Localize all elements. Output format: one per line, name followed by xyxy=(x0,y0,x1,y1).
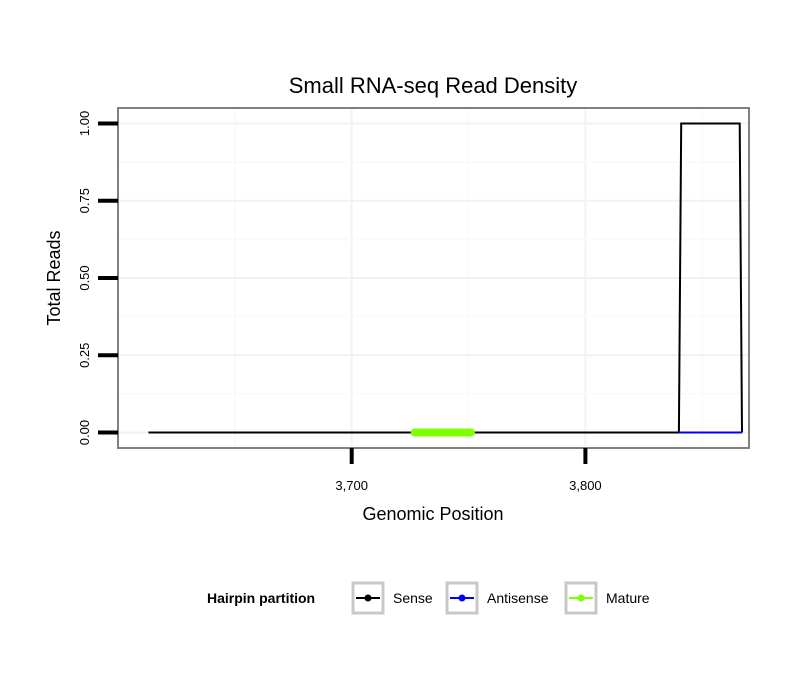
legend-key-box-antisense xyxy=(445,581,479,615)
legend-label-mature: Mature xyxy=(606,590,650,606)
x-tick-label: 3,700 xyxy=(335,478,368,493)
legend-label-antisense: Antisense xyxy=(487,590,549,606)
y-tick-label: 0.00 xyxy=(77,420,92,445)
y-tick-label: 0.50 xyxy=(77,265,92,290)
legend-key-dot-antisense xyxy=(458,594,466,602)
y-axis-title: Total Reads xyxy=(44,230,64,325)
series-layer xyxy=(148,122,743,437)
y-tick-label: 0.75 xyxy=(77,188,92,213)
x-axis: 3,700 3,800 xyxy=(335,448,602,493)
series-sense-line xyxy=(148,122,743,434)
x-tick-label: 3,800 xyxy=(569,478,602,493)
y-tick-label: 1.00 xyxy=(77,111,92,136)
x-axis-title: Genomic Position xyxy=(362,504,503,524)
y-axis: 0.00 0.25 0.50 0.75 1.00 xyxy=(77,111,118,445)
legend-label-sense: Sense xyxy=(393,590,433,606)
legend-key-dot-mature xyxy=(577,594,585,602)
legend-key-dot-sense xyxy=(364,594,372,602)
y-tick-label: 0.25 xyxy=(77,343,92,368)
chart-title: Small RNA-seq Read Density xyxy=(289,73,578,98)
legend: Hairpin partition Sense Antisense Mature xyxy=(207,581,650,615)
legend-title: Hairpin partition xyxy=(207,590,315,606)
